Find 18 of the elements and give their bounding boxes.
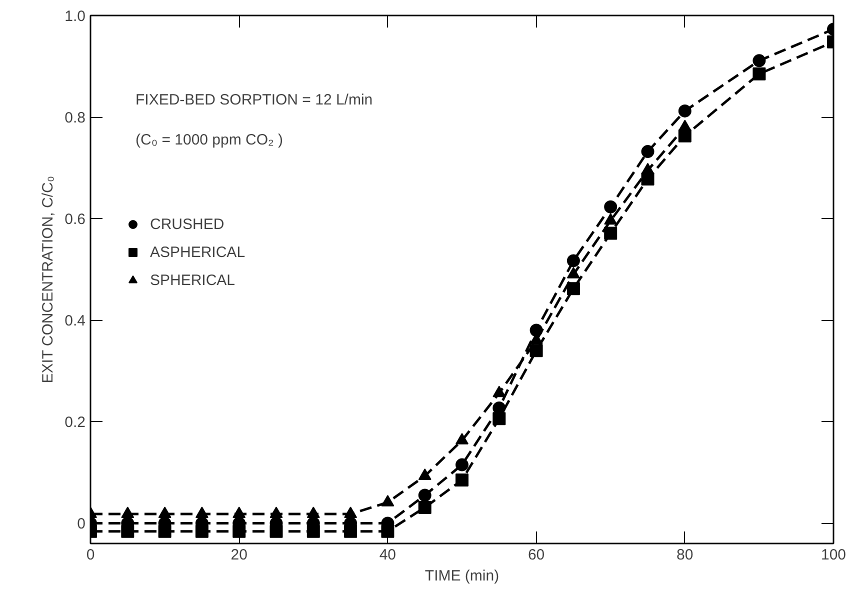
x-tick-label: 40 — [379, 546, 396, 564]
y-tick-label: 0 — [77, 516, 86, 533]
x-tick-label: 100 — [820, 546, 846, 564]
x-tick-label: 60 — [528, 546, 545, 564]
annotation: (C₀ = 1000 ppm CO₂ ) — [136, 132, 284, 148]
annotation: FIXED-BED SORPTION = 12 L/min — [136, 92, 373, 108]
x-axis-title: TIME (min) — [424, 568, 500, 584]
y-tick-label: 1.0 — [64, 8, 86, 25]
y-tick-label: 0.4 — [64, 312, 86, 330]
x-tick-label: 80 — [676, 546, 694, 564]
y-tick-label: 0.2 — [64, 414, 86, 432]
y-tick-label: 0.6 — [64, 211, 86, 228]
y-axis-title: EXIT CONCENTRATION, C/C₀ — [40, 176, 57, 384]
legend-label: ASPHERICAL — [150, 244, 246, 260]
legend-label: CRUSHED — [150, 216, 224, 232]
y-tick-label: 0.8 — [64, 110, 86, 127]
x-tick-label: 20 — [230, 546, 248, 564]
legend-label: SPHERICAL — [150, 272, 236, 288]
